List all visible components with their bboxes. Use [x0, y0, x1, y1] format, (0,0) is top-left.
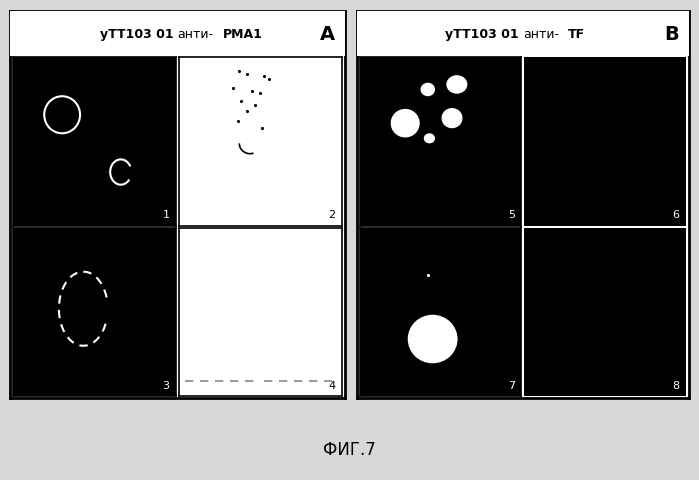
Text: ФИГ.7: ФИГ.7: [323, 440, 376, 458]
Ellipse shape: [447, 76, 468, 95]
Text: 3: 3: [163, 380, 170, 390]
Text: 2: 2: [328, 210, 336, 220]
Text: PMA1: PMA1: [223, 28, 263, 41]
Ellipse shape: [442, 109, 463, 129]
Text: yTT103 01: yTT103 01: [99, 28, 178, 41]
Text: 7: 7: [508, 380, 515, 390]
Text: 1: 1: [163, 210, 170, 220]
Ellipse shape: [424, 134, 435, 144]
Text: 5: 5: [508, 210, 515, 220]
Ellipse shape: [408, 316, 457, 363]
Ellipse shape: [421, 84, 435, 97]
Text: A: A: [319, 25, 335, 44]
Text: анти-: анти-: [178, 28, 214, 41]
Text: yTT103 01: yTT103 01: [445, 28, 523, 41]
Text: TF: TF: [568, 28, 584, 41]
Text: 8: 8: [672, 380, 679, 390]
Text: 6: 6: [672, 210, 679, 220]
Text: анти-: анти-: [523, 28, 559, 41]
Text: B: B: [664, 25, 679, 44]
Ellipse shape: [391, 109, 419, 138]
Text: 4: 4: [328, 380, 336, 390]
